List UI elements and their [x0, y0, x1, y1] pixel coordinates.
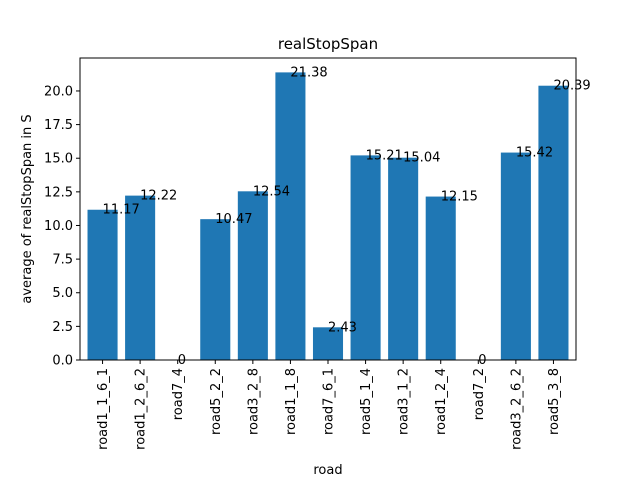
bar — [500, 152, 531, 360]
bar — [125, 195, 156, 360]
data-label: 12.54 — [253, 184, 290, 199]
x-tick-label: road3_1_2 — [397, 368, 412, 435]
y-tick-label: 7.5 — [52, 253, 73, 268]
y-tick-label: 5.0 — [52, 286, 73, 301]
bar — [237, 191, 268, 360]
y-axis: 0.0 2.5 5.0 7.5 10.0 12.5 15.0 17.5 20.0 — [44, 84, 80, 369]
data-label: 20.39 — [553, 79, 590, 94]
x-tick-label: road3_2_8 — [246, 368, 261, 435]
bar — [200, 219, 231, 360]
y-tick-label: 15.0 — [44, 152, 73, 167]
x-tick-label: road1_1_8 — [284, 368, 299, 435]
y-tick-label: 2.5 — [52, 320, 73, 335]
data-label: 10.47 — [215, 212, 252, 227]
bar — [425, 196, 456, 360]
y-tick-label: 0.0 — [52, 354, 73, 369]
x-tick-label: road1_2_6_2 — [134, 368, 149, 450]
x-tick-label: road5_3_8 — [547, 368, 562, 435]
y-tick-label: 10.0 — [44, 219, 73, 234]
plot-frame — [79, 57, 577, 361]
y-tick-label: 20.0 — [44, 84, 73, 99]
x-tick-label: road7_6_1 — [322, 368, 337, 435]
bar — [87, 209, 118, 360]
bars-group — [87, 72, 569, 361]
y-tick-label: 17.5 — [44, 118, 73, 133]
y-tick-label: 12.5 — [44, 185, 73, 200]
x-tick-label: road7_4 — [171, 368, 186, 420]
data-label: 11.17 — [103, 203, 140, 218]
bar — [388, 157, 419, 360]
x-tick-label: road5_1_4 — [359, 368, 374, 435]
y-axis-label: average of realStopSpan in S — [20, 114, 35, 303]
x-tick-label: road5_2_2 — [209, 368, 224, 435]
x-tick-label: road7_2 — [472, 368, 487, 420]
x-axis: road1_1_6_1 road1_2_6_2 road7_4 road5_2_2 ro… — [96, 360, 562, 450]
data-label: 12.22 — [140, 189, 177, 204]
x-tick-label: road1_1_6_1 — [96, 368, 111, 450]
data-label: 2.43 — [328, 320, 357, 335]
bar — [350, 155, 381, 360]
data-label: 15.21 — [366, 148, 403, 163]
data-label: 12.15 — [441, 190, 478, 205]
data-label: 15.42 — [516, 146, 553, 161]
x-tick-label: road1_2_4 — [434, 368, 449, 435]
bar — [312, 327, 344, 360]
x-tick-label: road3_2_6_2 — [509, 368, 524, 450]
chart-title: realStopSpan — [278, 35, 378, 53]
bar — [538, 85, 569, 361]
data-label: 15.04 — [403, 151, 440, 166]
data-label: 21.38 — [290, 65, 327, 80]
bar — [275, 72, 306, 360]
x-axis-label: road — [313, 463, 342, 478]
